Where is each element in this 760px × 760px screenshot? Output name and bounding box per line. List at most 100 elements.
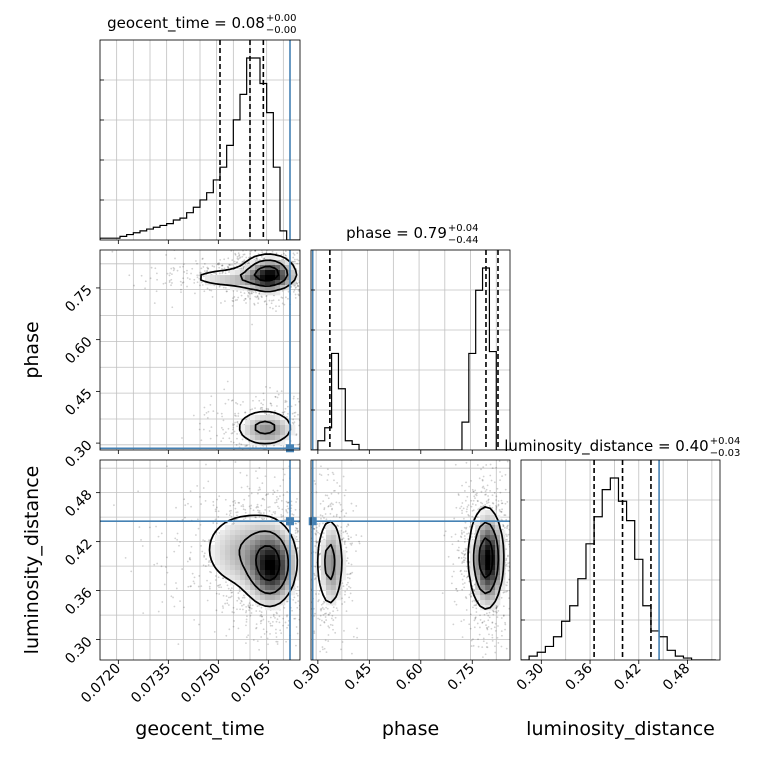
sample-point bbox=[314, 583, 316, 585]
sample-point bbox=[242, 505, 245, 508]
density-cell bbox=[225, 570, 231, 576]
sample-point bbox=[345, 559, 348, 562]
sample-point bbox=[313, 615, 315, 617]
sample-point bbox=[452, 570, 455, 573]
density-cell bbox=[470, 565, 476, 571]
density-cell bbox=[485, 555, 491, 561]
sample-point bbox=[239, 404, 242, 406]
title-err-minus: −0.44 bbox=[448, 235, 479, 246]
sample-point bbox=[474, 617, 477, 620]
density-cell bbox=[270, 280, 276, 286]
sample-point bbox=[255, 506, 258, 509]
density-cell bbox=[470, 555, 476, 561]
sample-point bbox=[291, 260, 294, 263]
density-cell bbox=[485, 510, 491, 516]
density-cell bbox=[265, 285, 271, 291]
sample-point bbox=[297, 259, 300, 262]
sample-point bbox=[480, 490, 483, 493]
sample-point bbox=[202, 487, 205, 489]
sample-point bbox=[269, 306, 272, 309]
sample-point bbox=[245, 611, 247, 614]
density-cell bbox=[480, 590, 486, 596]
density-cell bbox=[335, 575, 342, 581]
density-cell bbox=[485, 585, 491, 591]
sample-point bbox=[512, 605, 514, 607]
sample-point bbox=[342, 585, 345, 588]
sample-point bbox=[467, 504, 470, 507]
sample-point bbox=[343, 541, 346, 544]
sample-point bbox=[474, 616, 477, 619]
sample-point bbox=[170, 595, 173, 598]
sample-point bbox=[460, 620, 463, 623]
density-cell bbox=[485, 575, 491, 581]
sample-point bbox=[485, 626, 488, 629]
sample-point bbox=[212, 410, 215, 412]
sample-point bbox=[325, 606, 328, 609]
sample-point bbox=[242, 260, 245, 263]
density-cell bbox=[290, 590, 296, 596]
sample-point bbox=[179, 600, 181, 603]
sample-point bbox=[318, 553, 321, 556]
density-cell bbox=[275, 430, 281, 436]
sample-point bbox=[268, 505, 271, 508]
density-cell bbox=[320, 555, 327, 561]
sample-point bbox=[293, 395, 295, 398]
sample-point bbox=[314, 562, 316, 564]
density-cell bbox=[235, 560, 241, 566]
sample-point bbox=[355, 505, 358, 507]
sample-point bbox=[335, 277, 337, 279]
density-cell bbox=[495, 575, 501, 581]
density-cell bbox=[275, 520, 281, 526]
sample-point bbox=[285, 600, 288, 603]
sample-point bbox=[202, 564, 205, 567]
sample-point bbox=[203, 413, 206, 416]
sample-point bbox=[304, 430, 306, 432]
sample-point bbox=[236, 464, 238, 466]
sample-point bbox=[301, 505, 303, 507]
sample-point bbox=[344, 489, 347, 492]
sample-point bbox=[481, 455, 483, 457]
sample-point bbox=[457, 493, 460, 495]
sample-point bbox=[231, 263, 233, 266]
density-cell bbox=[280, 275, 286, 281]
sample-point bbox=[190, 545, 193, 548]
density-cell bbox=[325, 555, 332, 561]
sample-point bbox=[269, 616, 272, 619]
density-cell bbox=[240, 580, 246, 586]
sample-point bbox=[242, 267, 245, 270]
sample-point bbox=[294, 297, 297, 299]
sample-point bbox=[290, 500, 293, 503]
sample-point bbox=[300, 571, 302, 573]
density-cell bbox=[215, 540, 221, 546]
sample-point bbox=[316, 523, 319, 525]
sample-point bbox=[326, 514, 328, 516]
sample-point bbox=[166, 571, 169, 574]
sample-point bbox=[247, 262, 250, 265]
sample-point bbox=[345, 610, 348, 613]
density-cell bbox=[240, 280, 246, 286]
sample-point bbox=[306, 431, 308, 433]
sample-point bbox=[282, 617, 285, 620]
density-cell bbox=[245, 275, 251, 281]
sample-point bbox=[221, 605, 224, 608]
sample-point bbox=[323, 508, 326, 511]
sample-point bbox=[160, 532, 163, 535]
sample-point bbox=[208, 585, 211, 588]
sample-point bbox=[276, 489, 279, 492]
sample-point bbox=[271, 620, 274, 623]
sample-point bbox=[160, 565, 163, 568]
sample-point bbox=[205, 463, 207, 466]
sample-point bbox=[319, 650, 322, 653]
sample-point bbox=[505, 538, 507, 541]
sample-point bbox=[503, 591, 506, 593]
sample-point bbox=[315, 491, 318, 494]
density-cell bbox=[270, 560, 276, 566]
sample-point bbox=[485, 646, 488, 648]
sample-point bbox=[286, 626, 288, 629]
sample-point bbox=[190, 505, 192, 508]
density-cell bbox=[270, 565, 276, 571]
density-cell bbox=[490, 520, 496, 526]
density-cell bbox=[250, 285, 256, 291]
density-cell bbox=[485, 580, 491, 586]
sample-point bbox=[343, 629, 345, 632]
